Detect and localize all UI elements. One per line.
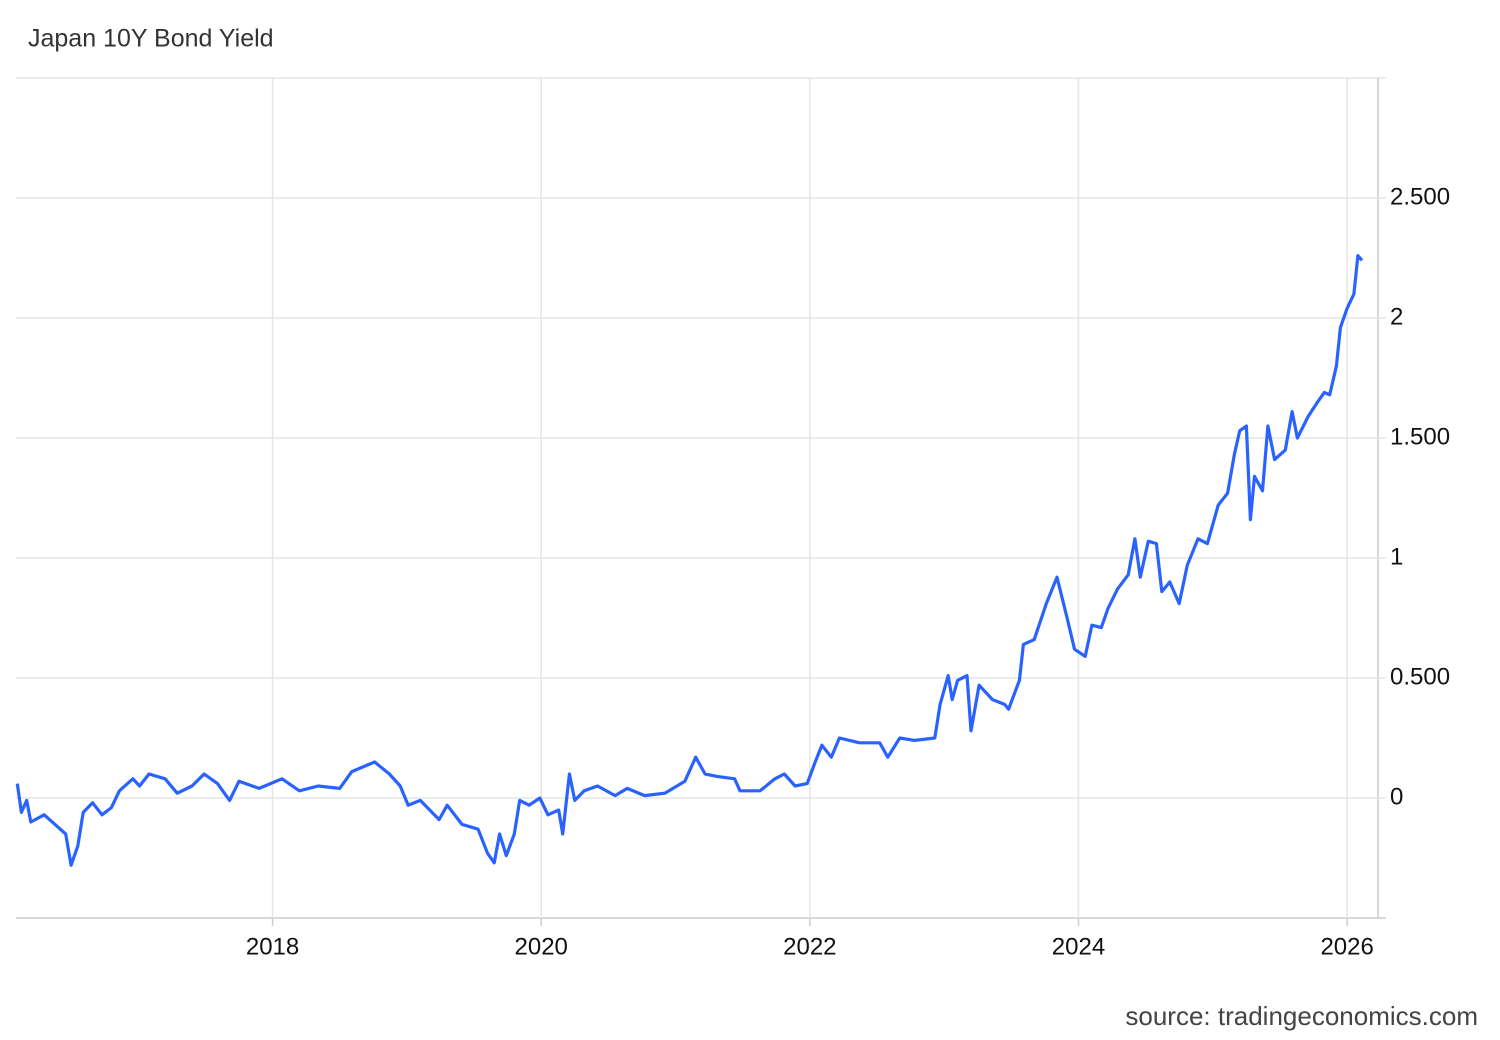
y-tick-label: 2.500 bbox=[1390, 183, 1450, 210]
x-tick-label: 2026 bbox=[1320, 933, 1373, 960]
x-tick-label: 2020 bbox=[515, 933, 568, 960]
y-tick-label: 1.500 bbox=[1390, 423, 1450, 450]
x-tick-label: 2018 bbox=[246, 933, 299, 960]
y-tick-label: 2 bbox=[1390, 303, 1403, 330]
source-note: source: tradingeconomics.com bbox=[1125, 1001, 1478, 1031]
x-tick-label: 2022 bbox=[783, 933, 836, 960]
chart-title: Japan 10Y Bond Yield bbox=[28, 25, 274, 53]
y-tick-label: 0 bbox=[1390, 783, 1403, 810]
x-tick-label: 2024 bbox=[1052, 933, 1105, 960]
y-tick-label: 0.500 bbox=[1390, 663, 1450, 690]
y-tick-label: 1 bbox=[1390, 543, 1403, 570]
yield-line bbox=[15, 254, 1364, 867]
